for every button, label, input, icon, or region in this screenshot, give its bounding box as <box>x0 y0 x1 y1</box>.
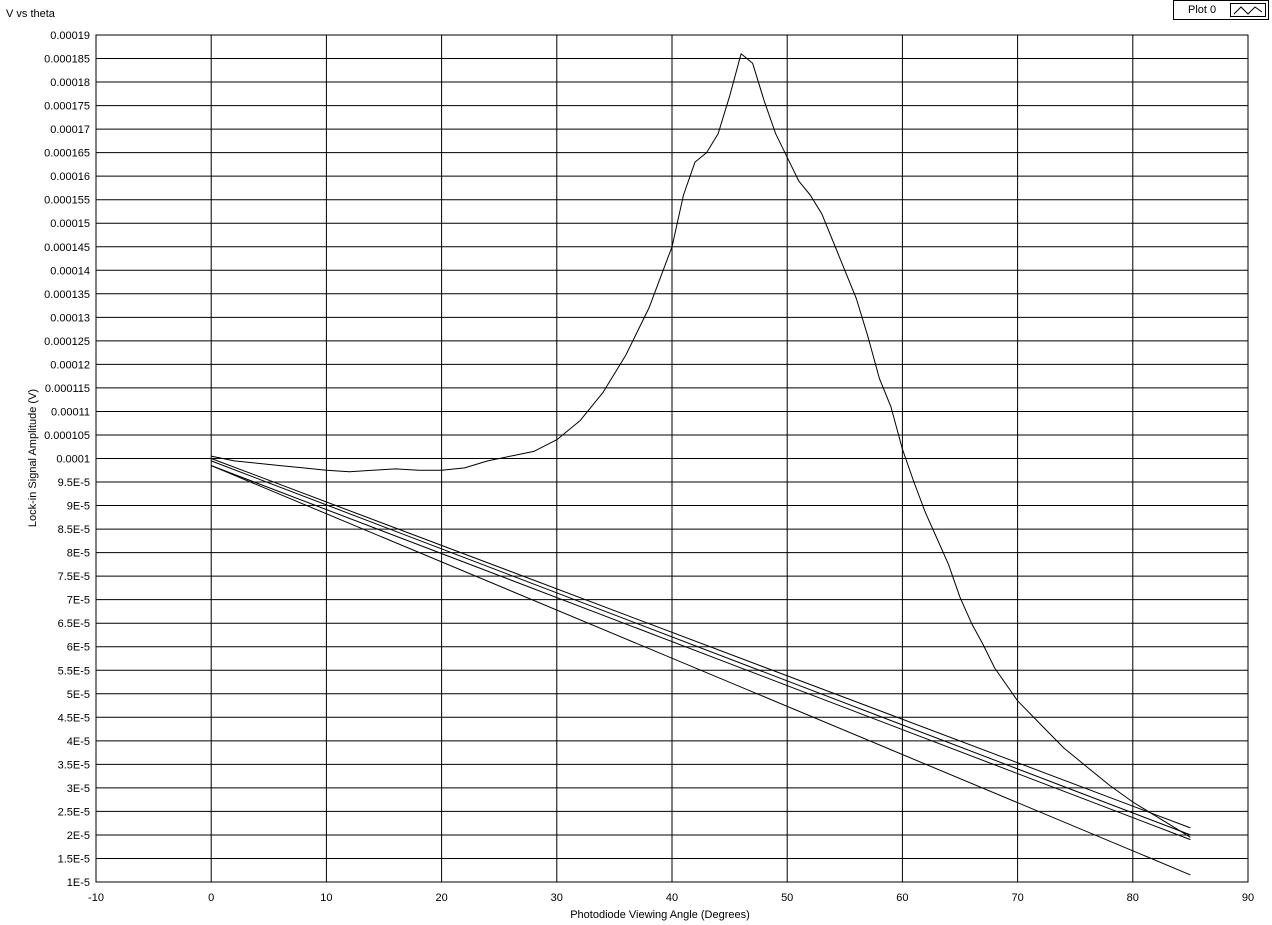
y-tick-label: 0.00014 <box>50 265 90 277</box>
plot-legend[interactable]: Plot 0 <box>1173 0 1269 20</box>
legend-label: Plot 0 <box>1188 4 1217 16</box>
y-tick-label: 0.000115 <box>45 383 90 395</box>
series-line <box>211 465 1191 841</box>
y-tick-label: 0.00018 <box>50 77 90 89</box>
x-tick-label: 0 <box>208 892 214 904</box>
y-tick-label: 8E-5 <box>67 548 90 560</box>
y-tick-label: 6.5E-5 <box>58 618 90 630</box>
y-tick-label: 4E-5 <box>67 736 90 748</box>
y-tick-label: 6E-5 <box>67 642 90 654</box>
y-tick-label: 4.5E-5 <box>58 712 90 724</box>
y-tick-label: 3.5E-5 <box>58 759 90 771</box>
y-tick-label: 0.000175 <box>44 101 90 113</box>
x-tick-label: 20 <box>435 892 447 904</box>
series-line <box>211 458 1191 829</box>
x-tick-label: 40 <box>666 892 678 904</box>
y-tick-label: 8.5E-5 <box>58 524 90 536</box>
grid <box>95 34 1249 883</box>
y-tick-label: 1E-5 <box>67 877 90 889</box>
y-tick-label: 7.5E-5 <box>58 571 90 583</box>
series-line <box>211 460 1191 836</box>
y-tick-label: 0.00015 <box>50 218 90 230</box>
y-tick-label: 0.000135 <box>44 289 90 301</box>
y-axis: 1E-5 1.5E-5 2E-5 2.5E-5 3E-5 3.5E-5 4E-5 4.5E-5… <box>44 30 90 889</box>
chart-title: V vs theta <box>6 8 55 20</box>
y-axis-label: Lock-in Signal Amplitude (V) <box>27 389 39 527</box>
y-tick-label: 5E-5 <box>67 689 90 701</box>
y-tick-label: 0.000145 <box>44 242 90 254</box>
x-tick-label: 70 <box>1011 892 1023 904</box>
line-style-icon[interactable] <box>1230 3 1266 17</box>
y-tick-label: 0.000155 <box>44 195 90 207</box>
y-tick-label: 0.00019 <box>50 30 90 42</box>
y-tick-label: 1.5E-5 <box>58 853 90 865</box>
y-tick-label: 2.5E-5 <box>58 806 90 818</box>
x-tick-label: 10 <box>320 892 332 904</box>
y-tick-label: 0.000105 <box>44 430 90 442</box>
y-tick-label: 2E-5 <box>67 830 90 842</box>
x-tick-label: 30 <box>551 892 563 904</box>
x-tick-label: 80 <box>1127 892 1139 904</box>
x-tick-label: -10 <box>88 892 104 904</box>
y-tick-label: 9.5E-5 <box>58 477 90 489</box>
y-tick-label: 0.000185 <box>44 54 90 66</box>
y-tick-label: 0.00013 <box>50 312 90 324</box>
series-line <box>211 465 1191 876</box>
x-axis: -10 0 10 20 30 40 50 60 70 80 90 <box>88 892 1254 904</box>
x-tick-label: 50 <box>781 892 793 904</box>
y-tick-label: 3E-5 <box>67 783 90 795</box>
y-tick-label: 0.0001 <box>56 454 90 466</box>
x-tick-label: 60 <box>896 892 908 904</box>
y-tick-label: 5.5E-5 <box>58 665 90 677</box>
y-tick-label: 0.000165 <box>44 148 90 160</box>
y-tick-label: 0.00017 <box>50 124 90 136</box>
series-group <box>211 53 1191 876</box>
x-axis-label: Photodiode Viewing Angle (Degrees) <box>570 909 750 921</box>
x-tick-label: 90 <box>1242 892 1254 904</box>
y-tick-label: 7E-5 <box>67 595 90 607</box>
series-line <box>211 53 1191 838</box>
y-tick-label: 0.000125 <box>44 336 90 348</box>
y-tick-label: 0.00016 <box>50 171 90 183</box>
y-tick-label: 0.00011 <box>51 406 90 418</box>
y-tick-label: 0.00012 <box>50 359 90 371</box>
y-tick-label: 9E-5 <box>67 501 90 513</box>
